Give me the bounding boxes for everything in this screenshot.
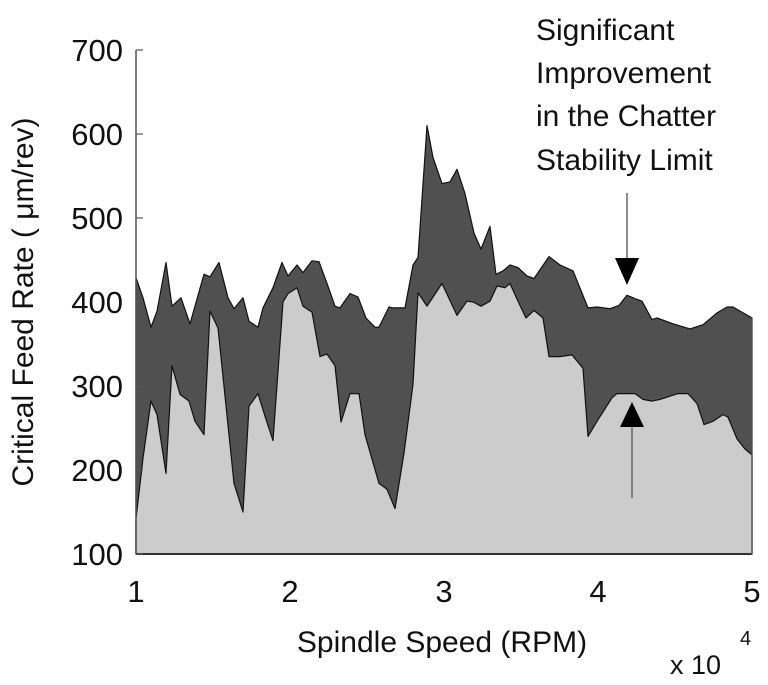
x-tick-label: 2 xyxy=(281,574,298,609)
y-tick-label: 600 xyxy=(71,117,123,152)
x-tick-label: 5 xyxy=(743,574,760,609)
y-tick-label: 100 xyxy=(71,537,123,572)
y-tick-label: 400 xyxy=(71,285,123,320)
axes: 100 200 300 400 500 600 700 1 2 3 4 5 xyxy=(71,33,760,609)
x-tick-label: 3 xyxy=(435,574,452,609)
x-multiplier-base: x 10 xyxy=(670,650,721,680)
x-axis-label: Spindle Speed (RPM) xyxy=(297,626,587,659)
y-axis-ticks: 100 200 300 400 500 600 700 xyxy=(71,33,143,572)
x-tick-label: 4 xyxy=(589,574,606,609)
improvement-annotation: Significant Improvement in the Chatter S… xyxy=(536,14,716,498)
x-tick-label: 1 xyxy=(127,574,144,609)
y-tick-label: 300 xyxy=(71,369,123,404)
annotation-line-3: in the Chatter xyxy=(536,100,716,133)
baseline-limit-area xyxy=(135,282,753,555)
x-axis-ticks: 1 2 3 4 5 xyxy=(127,574,760,609)
x-axis-multiplier: x 10 4 xyxy=(670,628,751,680)
y-tick-label: 700 xyxy=(71,33,123,68)
down-arrow-icon xyxy=(615,193,639,285)
annotation-line-2: Improvement xyxy=(536,57,712,90)
up-arrow-icon xyxy=(620,402,644,498)
plot-area xyxy=(135,124,753,555)
annotation-line-1: Significant xyxy=(536,14,675,47)
y-tick-label: 500 xyxy=(71,201,123,236)
y-tick-label: 200 xyxy=(71,453,123,488)
x-multiplier-exponent: 4 xyxy=(740,628,751,650)
y-axis-label: Critical Feed Rate ( μm/rev) xyxy=(7,117,40,486)
annotation-line-4: Stability Limit xyxy=(536,144,713,177)
